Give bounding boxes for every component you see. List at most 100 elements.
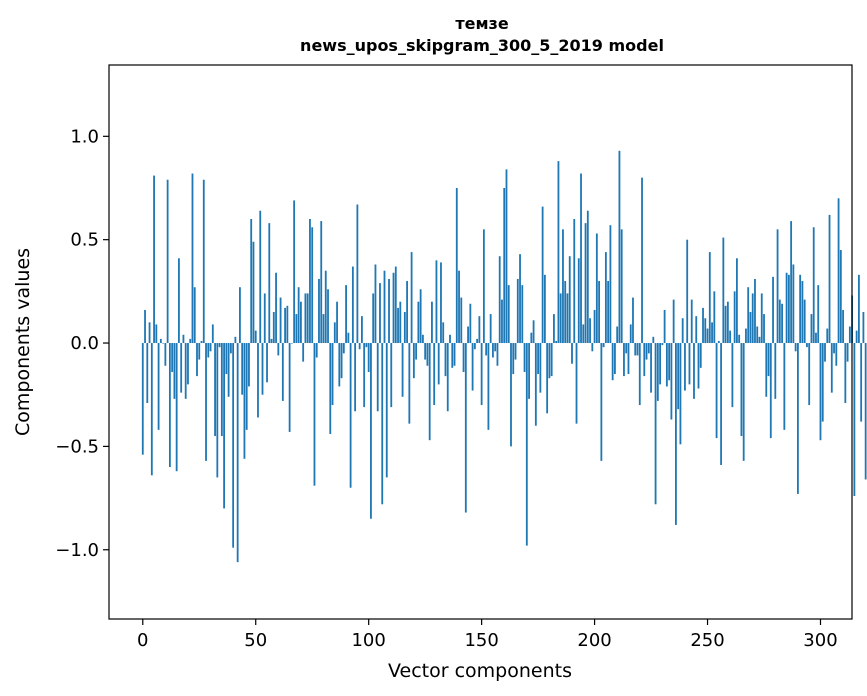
bar [790,221,793,344]
bar [659,343,661,385]
bar [641,177,643,344]
bar [736,258,738,344]
bar [349,343,352,488]
bar [844,343,847,403]
bar [614,343,616,375]
bar [444,343,447,377]
bar [717,340,720,344]
bar [399,301,402,344]
x-axis-label: Vector components [388,660,572,682]
bar [372,293,375,344]
bar [783,343,786,430]
x-tick-label: 250 [690,630,724,651]
bar [677,343,680,410]
bar [763,314,765,344]
bar [426,343,429,366]
bar [629,324,632,344]
bar [643,343,646,377]
bar [223,343,225,509]
bar [449,334,451,344]
bar [742,343,745,461]
bar [464,343,467,513]
bar [781,303,783,344]
x-tick-label: 200 [577,630,611,651]
bar [634,343,637,356]
bar [808,343,811,406]
bar [171,343,174,372]
bar [772,276,774,344]
bar [286,305,289,344]
bar [374,264,377,344]
bar [857,274,860,344]
bar [582,324,585,344]
bar [557,161,560,344]
y-axis-label: Components values [12,248,34,436]
bar [645,343,648,360]
bar [487,343,490,430]
chart-title-line2: news_upos_skipgram_300_5_2019 model [300,36,664,55]
bar [340,343,343,379]
bar [476,338,479,344]
bar [300,301,302,344]
bar [693,343,695,399]
bar [318,278,320,344]
bar [415,343,418,360]
bar [295,314,298,344]
bar [440,262,442,344]
bar [225,343,228,375]
bar [162,343,165,344]
bar [749,312,752,344]
bar [519,254,521,344]
bar [672,299,675,344]
bar [227,343,230,397]
bar [826,328,829,344]
bar [853,343,856,496]
bar [397,307,399,344]
bar [361,316,363,344]
bar [713,291,716,344]
bar [492,343,494,358]
bar [708,252,711,344]
x-axis-ticks: 0 50 100 150 200 250 300 [137,619,838,651]
bar [618,150,621,344]
bar [534,343,537,426]
bar [525,343,528,546]
bar [460,297,463,344]
bar [589,318,591,344]
bar [218,343,221,348]
bar [173,343,176,399]
bar [322,314,325,344]
bar [272,312,275,344]
bar [702,307,704,344]
bar [421,334,424,344]
bar [191,173,194,344]
bar [168,343,171,468]
bar [245,343,248,430]
bar [471,343,474,391]
bar [830,343,833,393]
bar [751,293,754,344]
bar [358,343,361,350]
bar [320,221,323,344]
bar [593,309,596,344]
bar [446,343,449,412]
bar [406,281,408,344]
bar [715,343,718,439]
bar [257,343,259,418]
bar [401,343,404,397]
bar [862,312,865,344]
bar [803,299,806,344]
x-tick-label: 50 [244,630,267,651]
bar [390,343,393,408]
bar [178,258,180,344]
bar [733,291,736,344]
bar [833,343,835,354]
bar [625,343,628,354]
bar [842,309,844,344]
bar [738,334,741,344]
bar [726,301,729,344]
bar [507,285,510,344]
bar [270,338,273,344]
bar [828,214,831,344]
bar [636,343,639,356]
